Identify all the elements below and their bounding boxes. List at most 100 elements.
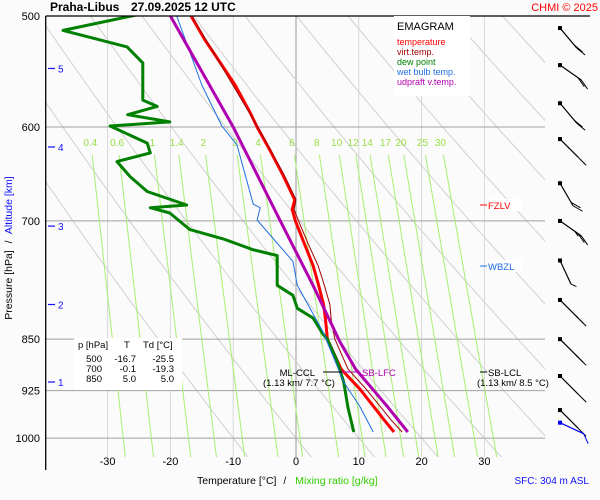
wind-barb-feather <box>570 283 577 288</box>
wind-barb-feather <box>580 79 589 90</box>
temperature-tick-label: -30 <box>100 456 116 468</box>
wind-barb <box>558 258 577 288</box>
sb-lcl-label: SB-LCL <box>488 368 521 379</box>
mixing-ratio-line <box>91 154 126 458</box>
wind-barb-feather <box>583 433 589 444</box>
table-header-td: Td [°C] <box>143 340 173 351</box>
wind-barb-feather <box>578 428 587 437</box>
table-header-t: T <box>124 340 130 351</box>
svg-text:Temperature [°C] / Mix: Temperature [°C] / Mixing ratio [g/kg] <box>197 475 378 487</box>
wind-barb-staff <box>559 299 579 319</box>
wind-barb-staff <box>559 338 579 358</box>
mixing-ratio-line <box>424 154 479 458</box>
data-table-box <box>74 338 182 390</box>
ml-ccl-label: ML-CCL <box>280 368 315 379</box>
mixing-ratio-line <box>118 154 155 458</box>
pressure-tick-label: 1000 <box>16 433 40 445</box>
y-axis-label-sep: / <box>3 240 15 243</box>
table-cell-pressure: 700 <box>86 364 102 375</box>
legend-title: EMAGRAM <box>397 21 454 33</box>
dry-adiabat-line <box>398 16 545 181</box>
series-virt-temp <box>191 16 403 433</box>
pressure-tick-label: 600 <box>22 122 40 134</box>
wbzl-label: WBZL <box>488 262 514 273</box>
mixing-ratio-line <box>338 154 387 458</box>
mixing-ratio-line <box>205 154 246 458</box>
mixing-ratio-label: 1.4 <box>170 138 184 149</box>
mixing-ratio-line <box>259 154 304 458</box>
legend-box <box>394 16 470 96</box>
wind-barb <box>558 181 583 212</box>
svg-text:Pressure [hPa] / A: Pressure [hPa] / Altitude [km] <box>3 176 15 319</box>
legend-updraft: udpraft v.temp. <box>397 77 456 87</box>
x-axis-label-mixing: Mixing ratio [g/kg] <box>295 475 377 487</box>
mixing-ratio-line <box>153 154 192 458</box>
mixing-ratio-label: 20 <box>395 138 407 149</box>
pressure-tick-label: 700 <box>22 216 40 228</box>
mixing-ratio-line <box>293 154 340 458</box>
wind-barb <box>558 297 587 327</box>
mixing-ratio-line <box>318 154 366 458</box>
table-cell-temperature: -0.1 <box>120 364 136 375</box>
wind-barb-staff <box>559 409 579 429</box>
pressure-tick-label: 500 <box>22 11 40 23</box>
temperature-tick-label: 30 <box>478 456 490 468</box>
table-cell-temperature: 5.0 <box>123 374 136 385</box>
fzlv-label: FZLV <box>488 201 511 212</box>
wind-barb <box>558 420 589 444</box>
x-axis-label-temperature: Temperature [°C] <box>197 475 277 487</box>
fzlv-bg <box>487 199 522 211</box>
table-header-p: p [hPa] <box>78 340 108 351</box>
mixing-ratio-label: 2 <box>201 138 207 149</box>
dry-adiabat-line <box>46 101 312 457</box>
mixing-ratio-label: 3 <box>232 138 238 149</box>
wind-barb-staff <box>559 64 582 81</box>
mixing-ratio-line <box>236 154 279 458</box>
mixing-ratio-line <box>442 154 498 458</box>
altitude-tick-label: 2 <box>58 301 64 312</box>
wind-barb-staff <box>559 422 584 435</box>
wind-barb <box>558 137 587 166</box>
mixing-ratio-line <box>355 154 405 458</box>
copyright: CHMI © 2025 <box>531 2 598 14</box>
wind-barb <box>558 408 587 437</box>
dry-adiabat-line <box>347 16 545 242</box>
dry-adiabat-line <box>46 181 249 457</box>
temperature-tick-label: 10 <box>353 456 365 468</box>
pressure-tick-label: 925 <box>22 386 40 398</box>
mixing-ratio-line <box>403 154 456 458</box>
mixing-ratio-label: 6 <box>289 138 295 149</box>
mixing-ratio-label: 4 <box>255 138 261 149</box>
wind-barb-staff <box>559 102 578 124</box>
temperature-tick-label: -10 <box>225 456 241 468</box>
wind-barb-staff <box>559 182 574 207</box>
mixing-ratio-label: 12 <box>348 138 360 149</box>
wind-barb-feather <box>580 235 589 246</box>
x-axis-label-sep: / <box>283 475 286 487</box>
wind-barb-staff <box>559 375 579 395</box>
mixing-ratio-label: 1 <box>150 138 156 149</box>
dry-adiabat-line <box>450 16 545 122</box>
pressure-tick-label: 850 <box>22 334 40 346</box>
wind-barb <box>558 26 586 56</box>
series-dew-point <box>61 16 356 433</box>
wind-barb-feather <box>574 230 579 237</box>
wind-barb-feather <box>570 201 581 209</box>
table-cell-pressure: 500 <box>86 354 102 365</box>
mixing-ratio-label: 0.4 <box>83 138 97 149</box>
sb-lfc-label: SB-LFC <box>362 368 396 379</box>
altitude-tick-label: 4 <box>58 143 64 154</box>
mixing-ratio-label: 25 <box>417 138 429 149</box>
wind-barb-feather <box>573 44 583 53</box>
wind-barb-feather <box>575 315 584 324</box>
station-title: Praha-Libus <box>50 0 120 14</box>
wind-barb-staff <box>559 260 572 285</box>
wind-barb-feather <box>577 77 585 88</box>
legend-virt-temp: virt.temp. <box>397 47 434 57</box>
mixing-ratio-label: 14 <box>362 138 374 149</box>
wind-barb <box>558 63 589 90</box>
mixing-ratio-label: 8 <box>314 138 320 149</box>
dry-adiabat-line <box>192 16 545 437</box>
mixing-ratio-line <box>369 154 420 458</box>
